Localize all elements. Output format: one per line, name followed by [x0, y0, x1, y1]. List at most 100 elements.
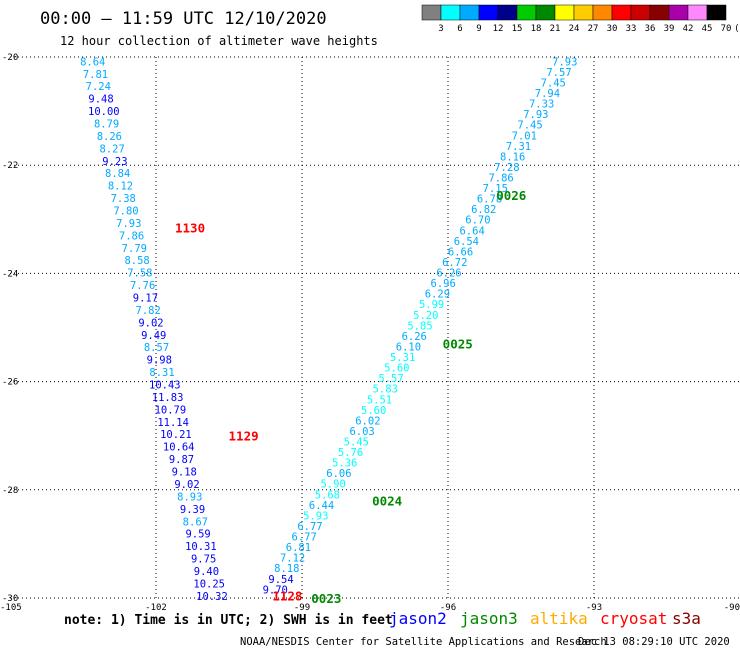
- wave-height-point: 6.26: [402, 331, 427, 343]
- wave-height-point: 7.15: [483, 183, 508, 195]
- time-label: 1128: [272, 588, 302, 603]
- scale-swatch: [440, 4, 461, 21]
- wave-height-point: 10.43: [149, 380, 181, 392]
- wave-height-point: 7.58: [127, 268, 152, 280]
- scale-label: 33: [626, 24, 637, 34]
- wave-height-point: 5.99: [419, 299, 444, 311]
- wave-height-points: 8.647.817.249.4810.008.798.268.279.238.8…: [80, 56, 577, 603]
- footer-credit: NOAA/NESDIS Center for Satellite Applica…: [240, 636, 607, 648]
- wave-height-point: 10.64: [163, 442, 195, 454]
- wave-height-point: 9.87: [169, 454, 194, 466]
- time-labels: 1130 1129 1128 0026 0025 0024 0023: [175, 188, 526, 606]
- wave-height-point: 10.31: [185, 541, 217, 553]
- wave-height-point: 5.60: [384, 363, 409, 375]
- x-tick-label: -90: [724, 603, 740, 613]
- wave-height-point: 9.48: [88, 94, 113, 106]
- wave-height-point: 5.31: [390, 352, 415, 364]
- wave-height-point: 11.14: [157, 417, 189, 429]
- scale-swatch: [478, 4, 499, 21]
- x-tick-label: -93: [586, 603, 602, 613]
- wave-height-point: 7.82: [136, 305, 161, 317]
- wave-height-point: 10.25: [193, 578, 225, 590]
- wave-height-point: 7.81: [83, 69, 108, 81]
- wave-height-point: 11.83: [152, 392, 184, 404]
- scale-label: 45: [702, 24, 713, 34]
- wave-height-point: 9.02: [138, 317, 163, 329]
- footer-timestamp: Dec 13 08:29:10 UTC 2020: [578, 636, 730, 648]
- scale-swatch: [554, 4, 575, 21]
- x-tick-label: -99: [294, 603, 310, 613]
- wave-height-point: 6.66: [448, 246, 473, 258]
- time-label: 1130: [175, 220, 205, 235]
- wave-height-point: 8.26: [97, 131, 122, 143]
- wave-height-point: 5.51: [367, 394, 392, 406]
- wave-height-point: 5.36: [332, 458, 357, 470]
- scale-swatch: [459, 4, 480, 21]
- wave-height-point: 6.03: [349, 426, 374, 438]
- scale-swatch: [592, 4, 613, 21]
- wave-height-point: 6.81: [286, 542, 311, 554]
- wave-height-point: 7.24: [86, 81, 111, 93]
- wave-height-point: 6.82: [471, 204, 496, 216]
- scale-label: 6: [457, 24, 462, 34]
- wave-height-point: 8.31: [149, 367, 174, 379]
- wave-height-point: 7.45: [541, 77, 566, 89]
- scale-swatch: [668, 4, 689, 21]
- grid-lines: [10, 56, 740, 599]
- scale-label: 15: [512, 24, 523, 34]
- wave-height-point: 7.31: [506, 141, 531, 153]
- wave-height-point: 7.38: [111, 193, 136, 205]
- wave-height-point: 9.17: [133, 293, 158, 305]
- wave-height-point: 7.93: [523, 109, 548, 121]
- wave-height-point: 8.27: [99, 143, 124, 155]
- scale-swatch: [706, 4, 727, 21]
- scale-label: 42: [683, 24, 694, 34]
- wave-height-point: 6.70: [465, 215, 490, 227]
- wave-height-point: 6.10: [396, 341, 421, 353]
- wave-height-point: 6.26: [436, 268, 461, 280]
- wave-height-point: 9.49: [141, 330, 166, 342]
- scale-label: 36: [645, 24, 656, 34]
- wave-height-point: 7.79: [122, 243, 147, 255]
- axis-tick-labels: -20 -22 -24 -26 -28 -30-105 -102 -99 -96 -93 -90: [0, 53, 740, 613]
- time-label: 0023: [311, 591, 341, 606]
- wave-height-point: 5.85: [407, 320, 432, 332]
- satellite-label: jason2: [389, 609, 447, 628]
- footer-note: note: 1) Time is in UTC; 2) SWH is in fe…: [64, 613, 393, 628]
- wave-height-point: 8.79: [94, 118, 119, 130]
- wave-height-point: 9.54: [268, 574, 293, 586]
- wave-height-point: 7.45: [517, 120, 542, 132]
- scale-label: 18: [531, 24, 542, 34]
- scale-swatch: [573, 4, 594, 21]
- scale-label: (ft): [734, 24, 740, 34]
- wave-height-point: 6.64: [459, 225, 484, 237]
- wave-height-point: 6.29: [425, 289, 450, 301]
- wave-height-point: 6.77: [297, 521, 322, 533]
- y-tick-label: -24: [2, 269, 18, 279]
- wave-height-point: 9.59: [185, 529, 210, 541]
- wave-height-point: 7.80: [113, 205, 138, 217]
- wave-height-point: 7.12: [280, 553, 305, 565]
- scale-swatch: [421, 4, 442, 21]
- scale-swatch: [535, 4, 556, 21]
- x-tick-label: -105: [0, 603, 22, 613]
- scale-label: 9: [476, 24, 481, 34]
- y-tick-label: -30: [2, 594, 18, 604]
- scale-swatch: [630, 4, 651, 21]
- time-label: 0026: [496, 188, 526, 203]
- wave-height-point: 8.58: [124, 255, 149, 267]
- scale-label: 21: [550, 24, 561, 34]
- wave-height-point: 10.21: [160, 429, 192, 441]
- satellite-label: cryosat: [600, 609, 667, 628]
- wave-height-point: 10.32: [196, 591, 228, 603]
- wave-height-point: 8.64: [80, 56, 105, 68]
- y-tick-label: -22: [2, 161, 18, 171]
- scale-swatch: [516, 4, 537, 21]
- wave-height-point: 5.45: [344, 436, 369, 448]
- satellite-label: altika: [530, 609, 588, 628]
- wave-height-point: 6.44: [309, 500, 334, 512]
- wave-height-point: 5.60: [361, 405, 386, 417]
- wave-height-point: 7.93: [552, 56, 577, 68]
